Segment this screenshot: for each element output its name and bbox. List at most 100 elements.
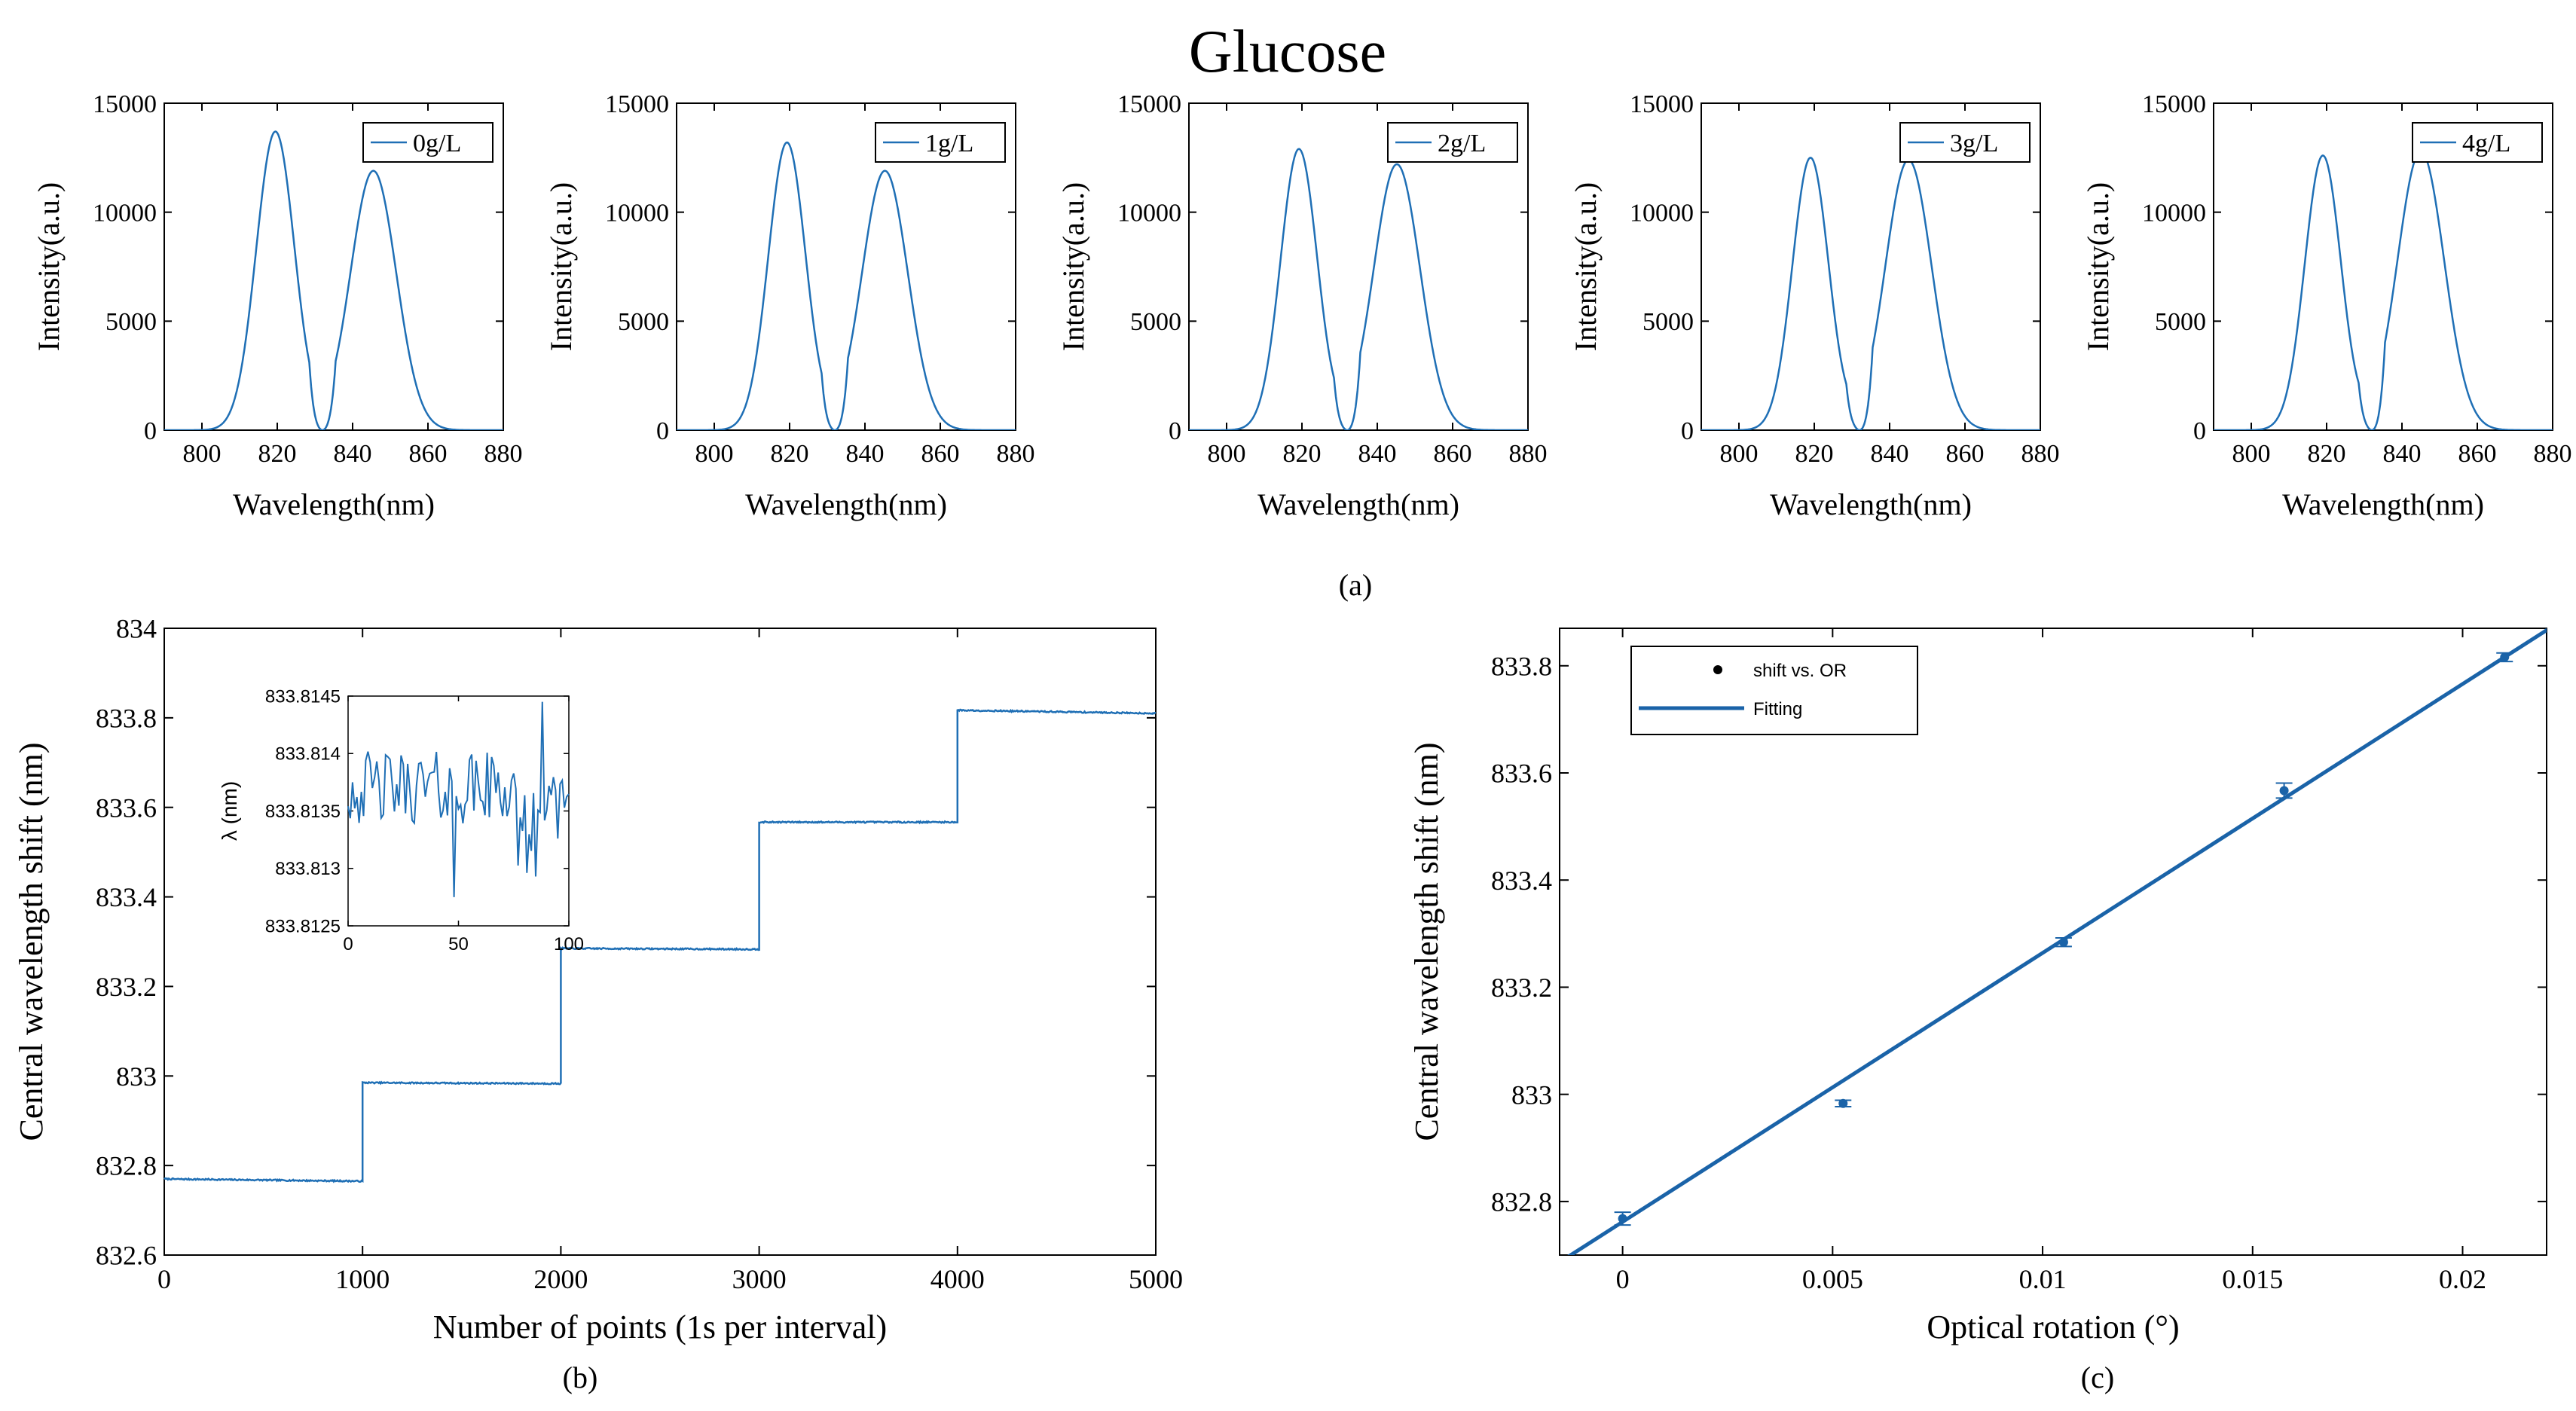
y-axis-label-b: Central wavelength shift (nm) <box>13 742 50 1141</box>
y-tick-label-a3: 5000 <box>1130 308 1181 336</box>
x-axis-label-a2: Wavelength(nm) <box>745 487 947 521</box>
legend-label-a1: 0g/L <box>413 130 461 157</box>
y-tick-label-a3: 10000 <box>1117 200 1181 228</box>
y-tick-label-b: 833.2 <box>96 972 157 1002</box>
x-tick-label-b: 2000 <box>533 1264 588 1294</box>
x-tick-label-b: 1000 <box>335 1264 390 1294</box>
data-point-4 <box>2500 652 2510 662</box>
legend-label-points-c: shift vs. OR <box>1753 661 1847 681</box>
y-tick-label-a4: 0 <box>1681 417 1694 445</box>
panel-label-b: (b) <box>563 1361 598 1394</box>
panel-label-c: (c) <box>2081 1361 2114 1394</box>
y-tick-label-a4: 10000 <box>1630 200 1694 228</box>
y-tick-label-c: 833 <box>1511 1080 1552 1110</box>
x-tick-label-a4: 840 <box>1871 440 1909 468</box>
y-axis-label-b-inset: λ (nm) <box>218 781 241 841</box>
x-tick-label-a2: 800 <box>695 440 734 468</box>
y-tick-label-a4: 15000 <box>1630 90 1694 118</box>
y-tick-label-b: 832.8 <box>96 1151 157 1181</box>
spectrum-line-a1 <box>164 130 503 430</box>
data-point-2 <box>2058 937 2068 947</box>
y-tick-label-c: 833.2 <box>1491 973 1552 1003</box>
x-tick-label-a5: 840 <box>2383 440 2422 468</box>
legend-marker-c <box>1713 665 1722 674</box>
data-point-0 <box>1618 1214 1627 1223</box>
inset-noise-line-b <box>347 701 570 897</box>
spectrum-line-a2 <box>677 141 1016 430</box>
plot-c: 0 0.005 0.01 0.015 0.02 832.8 833 833.2 833.4 833… <box>1408 628 2547 1345</box>
y-tick-label-a2: 10000 <box>605 200 669 228</box>
spectrum-line-a5 <box>2214 150 2553 430</box>
spectrum-line-a4 <box>1701 156 2040 430</box>
x-tick-label-c: 0.01 <box>2019 1264 2067 1294</box>
y-axis-label-a4: Intensity(a.u.) <box>1569 182 1603 351</box>
y-tick-label-b: 833.6 <box>96 793 157 823</box>
legend-label-a5: 4g/L <box>2462 130 2510 157</box>
x-tick-label-b-inset: 50 <box>448 934 469 954</box>
x-tick-label-a2: 820 <box>771 440 809 468</box>
y-tick-label-b-inset: 833.8125 <box>265 916 341 936</box>
x-axis-label-a1: Wavelength(nm) <box>233 487 435 521</box>
fit-line-c <box>1567 628 2547 1255</box>
x-tick-label-a3: 820 <box>1283 440 1322 468</box>
x-axis-label-a3: Wavelength(nm) <box>1257 487 1459 521</box>
y-tick-label-a2: 5000 <box>618 308 669 336</box>
x-tick-label-a3: 840 <box>1358 440 1397 468</box>
y-tick-label-a2: 0 <box>656 417 669 445</box>
spectrum-line-a3 <box>1189 148 1528 430</box>
y-tick-label-a1: 10000 <box>93 200 157 228</box>
plot-a1: 800 820 840 860 880 0 5000 10000 15000 Wavelength… <box>32 90 523 521</box>
y-axis-label-c: Central wavelength shift (nm) <box>1408 742 1445 1141</box>
y-tick-label-b: 833.8 <box>96 703 157 733</box>
plot-a4: 800 820 840 860 880 0 5000 10000 15000 Wavelength… <box>1569 90 2060 521</box>
x-tick-label-b: 3000 <box>732 1264 787 1294</box>
y-tick-label-a5: 0 <box>2193 417 2206 445</box>
axes-frame-a2 <box>676 102 1016 431</box>
y-tick-label-c: 833.4 <box>1491 866 1552 896</box>
axes-frame-a4 <box>1701 102 2041 431</box>
y-axis-label-a3: Intensity(a.u.) <box>1056 182 1090 351</box>
x-tick-label-a4: 800 <box>1720 440 1759 468</box>
legend-label-a2: 1g/L <box>925 130 973 157</box>
y-tick-label-a3: 0 <box>1169 417 1181 445</box>
y-tick-label-b-inset: 833.814 <box>275 744 341 765</box>
x-tick-label-a2: 840 <box>846 440 885 468</box>
x-tick-label-b-inset: 100 <box>554 934 584 954</box>
y-tick-label-c: 832.8 <box>1491 1187 1552 1217</box>
axes-frame-b <box>163 628 1157 1256</box>
x-tick-label-a3: 860 <box>1434 440 1472 468</box>
plot-a3: 800 820 840 860 880 0 5000 10000 15000 Wavelength… <box>1056 90 1548 521</box>
y-tick-label-b-inset: 833.8135 <box>265 802 341 822</box>
x-tick-label-a4: 860 <box>1946 440 1985 468</box>
panel-label-a: (a) <box>1339 568 1372 602</box>
y-tick-label-b: 832.6 <box>96 1241 157 1271</box>
x-tick-label-a5: 880 <box>2534 440 2572 468</box>
y-axis-label-a5: Intensity(a.u.) <box>2081 182 2115 351</box>
y-tick-label-a5: 5000 <box>2155 308 2206 336</box>
y-tick-label-a1: 15000 <box>93 90 157 118</box>
x-tick-label-a1: 820 <box>258 440 297 468</box>
y-tick-label-b: 833.4 <box>96 882 157 912</box>
x-tick-label-c: 0.015 <box>2222 1264 2283 1294</box>
y-tick-label-c: 833.8 <box>1491 651 1552 681</box>
x-axis-label-a5: Wavelength(nm) <box>2282 487 2484 521</box>
x-tick-label-b-inset: 0 <box>343 934 353 954</box>
x-tick-label-b: 4000 <box>930 1264 985 1294</box>
y-tick-label-a5: 15000 <box>2142 90 2206 118</box>
axes-frame-a1 <box>163 102 504 431</box>
legend-label-a4: 3g/L <box>1950 130 1998 157</box>
y-tick-label-b-inset: 833.813 <box>275 859 341 879</box>
y-tick-label-a2: 15000 <box>605 90 669 118</box>
y-tick-label-b-inset: 833.8145 <box>265 686 341 707</box>
x-tick-label-a1: 860 <box>409 440 448 468</box>
x-tick-label-a2: 880 <box>997 440 1035 468</box>
y-tick-label-a3: 15000 <box>1117 90 1181 118</box>
data-point-3 <box>2279 786 2289 796</box>
plots-layer: 800 820 840 860 880050001000015000Wavelength… <box>13 90 2572 1345</box>
plot-a5: 800 820 840 860 880 0 5000 10000 15000 Wavelength… <box>2081 90 2572 521</box>
plot-b-inset: 0 50 100 833.8125 833.813 833.8135 833.814 833.… <box>218 686 584 954</box>
legend-label-fit-c: Fitting <box>1753 699 1802 719</box>
x-tick-label-c: 0.02 <box>2439 1264 2486 1294</box>
x-tick-label-a5: 860 <box>2458 440 2497 468</box>
